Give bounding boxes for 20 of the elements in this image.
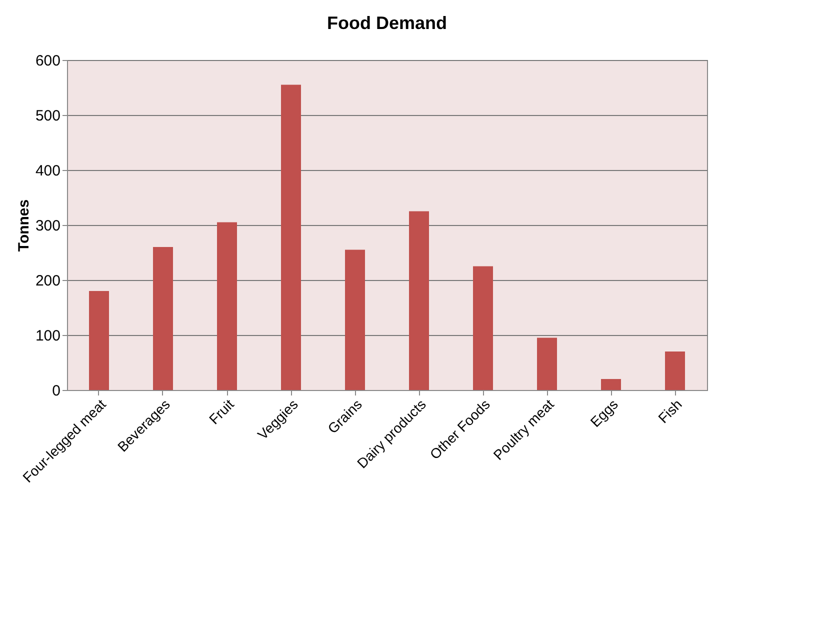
y-tick-label: 300 — [35, 218, 60, 234]
bar — [409, 211, 429, 390]
y-tick-label: 0 — [52, 382, 60, 400]
bar — [153, 247, 173, 390]
y-tick-label: 200 — [35, 272, 60, 290]
bar — [89, 291, 109, 390]
bar — [601, 379, 621, 390]
y-tick-label: 500 — [35, 108, 60, 124]
bar — [345, 250, 365, 390]
chart-title: Food Demand — [327, 13, 447, 33]
y-axis-title: Tonnes — [15, 199, 32, 252]
y-tick-label: 100 — [35, 328, 60, 344]
bar — [537, 338, 557, 390]
y-tick-label: 400 — [35, 162, 60, 180]
bar — [473, 266, 493, 390]
bar — [665, 352, 685, 390]
y-tick-label: 600 — [35, 52, 60, 70]
bar — [217, 222, 237, 390]
x-tick-label: Fish — [654, 396, 685, 426]
bar — [281, 84, 301, 390]
